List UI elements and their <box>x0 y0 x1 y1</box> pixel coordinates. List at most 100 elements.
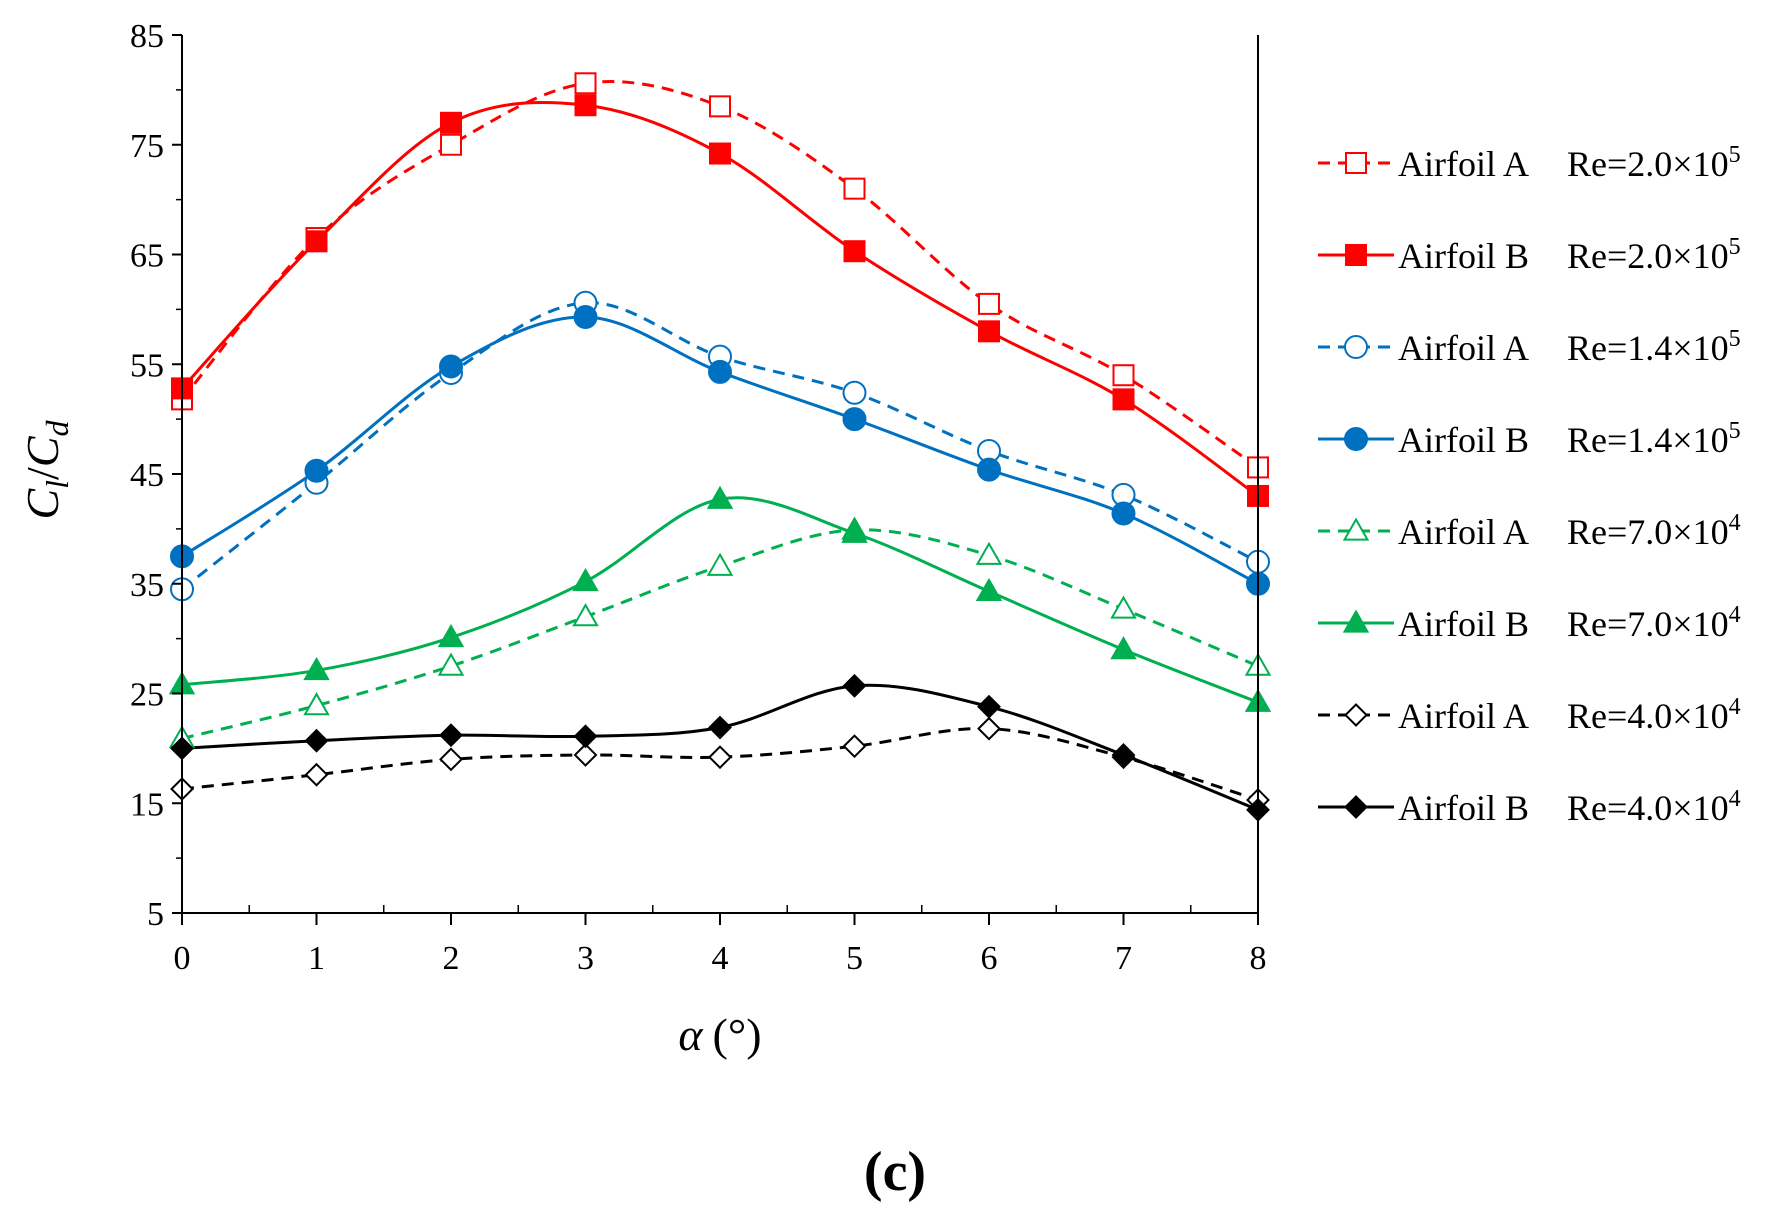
legend-entry-3: Airfoil B Re=1.4×105 <box>1318 418 1741 460</box>
legend-re-label: Re=7.0×104 <box>1567 602 1741 644</box>
data-point-s5-x1 <box>303 656 330 681</box>
y-axis-c2: C <box>17 435 68 467</box>
legend-re-exponent: 5 <box>1729 142 1741 168</box>
data-point-s0-x3 <box>574 72 597 95</box>
data-point-s0-x6 <box>978 292 1000 315</box>
data-point-s5-x6 <box>975 577 1003 602</box>
data-point-s3-x7 <box>1111 501 1136 526</box>
panel-label: (c) <box>864 1141 926 1203</box>
data-point-s4-x7 <box>1110 595 1137 619</box>
data-point-s3-x5 <box>842 407 867 432</box>
x-tick-label: 4 <box>712 940 729 977</box>
legend-re-label: Re=7.0×104 <box>1567 510 1741 552</box>
legend-entry-2: Airfoil A Re=1.4×105 <box>1318 326 1741 368</box>
legend-series-name: Airfoil B <box>1398 788 1529 828</box>
legend-entry-7: Airfoil B Re=4.0×104 <box>1318 786 1741 828</box>
series-markers <box>168 72 1272 822</box>
legend-series-name: Airfoil A <box>1398 696 1529 736</box>
x-tick-label: 6 <box>981 940 998 977</box>
legend-re-text: Re=4.0×10 <box>1567 788 1729 828</box>
legend-entry-1: Airfoil B Re=2.0×105 <box>1318 234 1741 276</box>
legend-re-exponent: 5 <box>1729 234 1741 260</box>
y-tick-label: 55 <box>130 347 164 384</box>
data-point-s1-x5 <box>843 240 866 263</box>
y-tick-label: 75 <box>130 128 164 165</box>
series-line-2 <box>181 301 1259 591</box>
y-axis-c1: C <box>17 488 68 520</box>
legend-marker-swatch <box>1344 703 1368 727</box>
legend-series-name: Airfoil B <box>1398 604 1529 644</box>
legend-series-name: Airfoil B <box>1398 236 1529 276</box>
y-tick-label: 35 <box>130 567 164 604</box>
data-point-s5-x3 <box>572 568 599 592</box>
data-point-s0-x7 <box>1112 364 1135 387</box>
legend-re-exponent: 5 <box>1729 418 1741 444</box>
legend-re-label: Re=4.0×104 <box>1567 786 1741 828</box>
legend-series-name: Airfoil A <box>1398 328 1529 368</box>
data-point-s1-x3 <box>574 94 597 117</box>
x-tick-label: 7 <box>1115 940 1132 977</box>
legend-marker-swatch <box>1344 795 1368 819</box>
series-line-6 <box>181 726 1259 802</box>
legend-re-exponent: 4 <box>1729 694 1741 720</box>
data-point-s5-x2 <box>437 624 465 648</box>
data-point-s2-x5 <box>842 380 867 405</box>
x-axis-unit: (°) <box>713 1009 762 1060</box>
data-point-s3-x1 <box>304 458 329 483</box>
data-point-s6-x2 <box>439 747 463 772</box>
data-point-s1-x6 <box>978 320 1000 343</box>
legend-re-exponent: 5 <box>1729 326 1741 352</box>
data-point-s4-x1 <box>303 692 330 716</box>
y-tick-label: 65 <box>130 238 164 275</box>
legend-entry-4: Airfoil A Re=7.0×104 <box>1318 510 1741 552</box>
legend-re-text: Re=1.4×10 <box>1567 328 1729 368</box>
legend-marker-swatch <box>1342 609 1370 633</box>
data-point-s1-x7 <box>1112 388 1135 411</box>
data-point-s6-x1 <box>304 762 329 787</box>
legend-re-text: Re=7.0×10 <box>1567 512 1729 552</box>
legend-re-exponent: 4 <box>1729 510 1741 536</box>
legend-series-name: Airfoil A <box>1398 512 1529 552</box>
data-point-s0-x5 <box>843 177 866 200</box>
legend-re-text: Re=4.0×10 <box>1567 696 1729 736</box>
legend-re-label: Re=1.4×105 <box>1567 418 1741 460</box>
data-point-s5-x7 <box>1110 636 1137 660</box>
x-tick-label: 1 <box>308 940 325 977</box>
y-tick-label: 5 <box>147 896 164 933</box>
data-point-s7-x3 <box>573 724 598 749</box>
legend-re-label: Re=2.0×105 <box>1567 234 1741 276</box>
legend-series-name: Airfoil A <box>1398 144 1529 184</box>
x-axis-title: α (°) <box>678 1009 761 1060</box>
legend-re-text: Re=1.4×10 <box>1567 420 1729 460</box>
data-point-s4-x4 <box>706 552 734 576</box>
data-point-s6-x5 <box>842 734 867 759</box>
data-point-s0-x2 <box>440 133 462 156</box>
legend-marker-swatch <box>1345 152 1367 174</box>
data-point-s7-x5 <box>842 673 867 698</box>
legend-marker-swatch <box>1345 244 1367 266</box>
y-axis-slash: / <box>17 467 68 480</box>
data-point-s6-x3 <box>573 743 598 767</box>
x-tick-label: 8 <box>1250 940 1267 977</box>
legend-re-text: Re=7.0×10 <box>1567 604 1729 644</box>
legend-re-text: Re=2.0×10 <box>1567 236 1729 276</box>
data-point-s7-x4 <box>708 715 732 740</box>
data-point-s6-x4 <box>708 745 732 770</box>
y-axis-title: Cl/Cd <box>17 419 75 519</box>
data-point-s7-x1 <box>304 728 329 753</box>
axes <box>181 35 1259 914</box>
data-point-s7-x2 <box>439 723 463 748</box>
data-point-s1-x4 <box>709 142 731 165</box>
data-point-s6-x6 <box>977 716 1001 741</box>
legend-marker-swatch <box>1342 517 1370 541</box>
legend-re-label: Re=2.0×105 <box>1567 142 1741 184</box>
legend-re-text: Re=2.0×10 <box>1567 144 1729 184</box>
legend-entry-5: Airfoil B Re=7.0×104 <box>1318 602 1741 644</box>
data-point-s5-x5 <box>841 519 868 543</box>
data-point-s5-x4 <box>706 485 734 509</box>
series-line-5 <box>181 496 1259 704</box>
data-point-s1-x2 <box>440 111 462 134</box>
